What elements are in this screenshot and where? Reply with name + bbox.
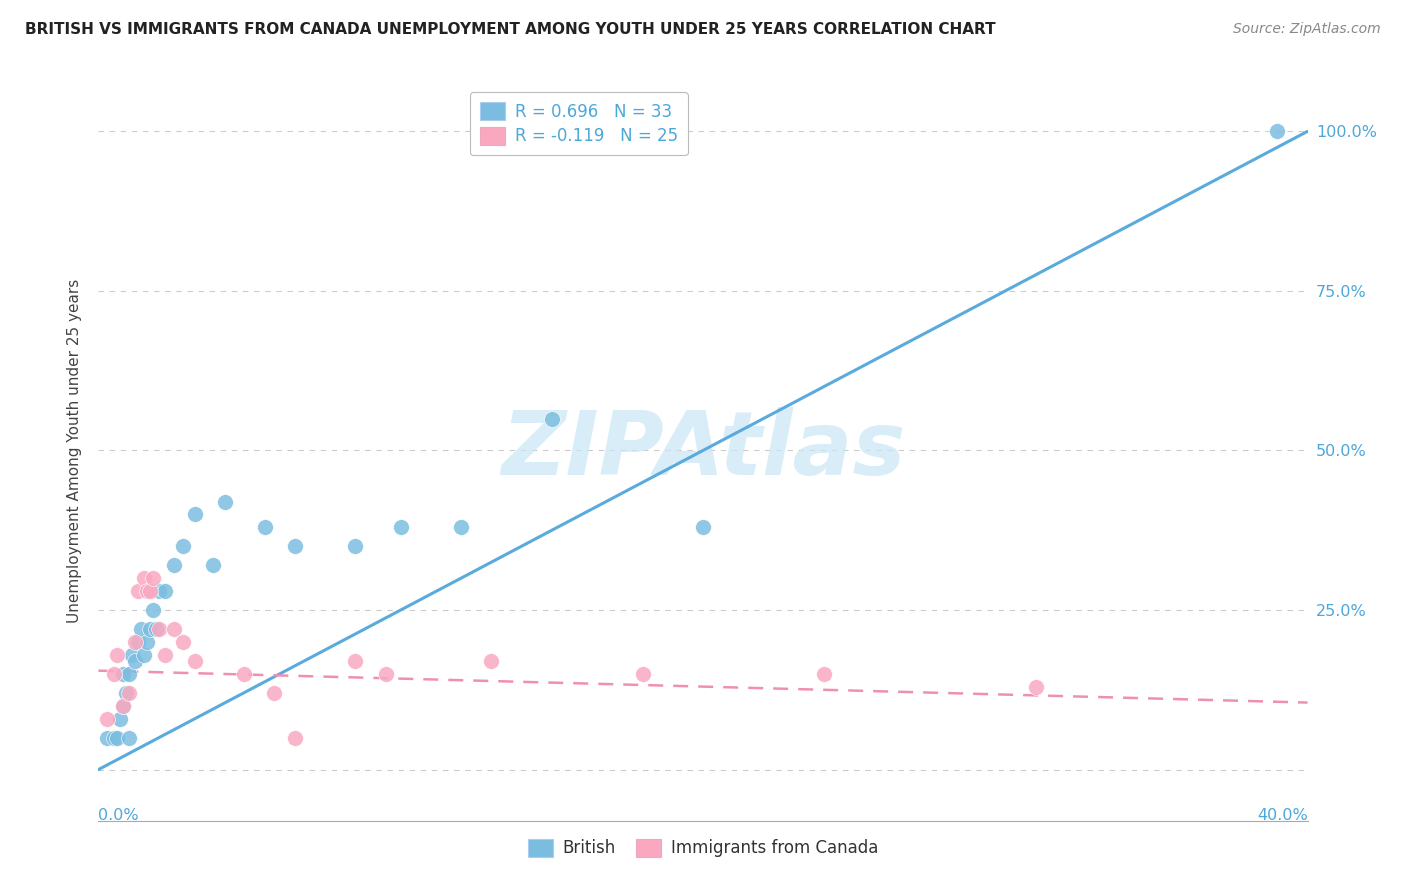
Point [124,654,146,668]
Point [103,666,125,681]
Point [184,508,207,522]
Point [135,583,157,598]
Text: ZIPAtlas: ZIPAtlas [501,407,905,494]
Point [263,686,285,700]
Point [145,622,167,636]
Point [111,698,134,713]
Point [127,583,149,598]
Point [184,654,207,668]
Point [148,622,170,636]
Point [344,654,367,668]
Point [344,539,367,553]
Point [540,411,562,425]
Point [132,571,155,585]
Point [103,731,125,745]
Text: 0.0%: 0.0% [98,808,139,823]
Text: 40.0%: 40.0% [1257,808,1308,823]
Point [142,571,165,585]
Point [142,603,165,617]
Point [135,635,157,649]
Point [96,731,118,745]
Point [111,666,134,681]
Point [118,686,141,700]
Text: Source: ZipAtlas.com: Source: ZipAtlas.com [1233,22,1381,37]
Point [163,558,186,573]
Point [481,654,503,668]
Point [139,583,162,598]
Text: BRITISH VS IMMIGRANTS FROM CANADA UNEMPLOYMENT AMONG YOUTH UNDER 25 YEARS CORREL: BRITISH VS IMMIGRANTS FROM CANADA UNEMPL… [25,22,995,37]
Point [114,686,136,700]
Point [118,731,141,745]
Point [105,731,128,745]
Point [127,635,149,649]
Point [172,539,194,553]
Point [1267,124,1289,138]
Point [284,731,307,745]
Point [172,635,194,649]
Point [121,648,143,662]
Point [253,520,276,534]
Point [153,648,176,662]
Point [139,622,162,636]
Point [214,494,236,508]
Point [96,712,118,726]
Legend: British, Immigrants from Canada: British, Immigrants from Canada [522,832,884,864]
Point [148,583,170,598]
Point [232,666,254,681]
Point [1024,680,1046,694]
Point [111,698,134,713]
Point [374,666,396,681]
Point [153,583,176,598]
Point [118,666,141,681]
Point [124,635,146,649]
Point [108,712,131,726]
Point [129,622,152,636]
Point [813,666,835,681]
Point [163,622,186,636]
Point [202,558,225,573]
Point [692,520,714,534]
Point [631,666,654,681]
Point [132,648,155,662]
Point [284,539,307,553]
Point [450,520,472,534]
Point [389,520,412,534]
Y-axis label: Unemployment Among Youth under 25 years: Unemployment Among Youth under 25 years [66,278,82,623]
Point [105,648,128,662]
